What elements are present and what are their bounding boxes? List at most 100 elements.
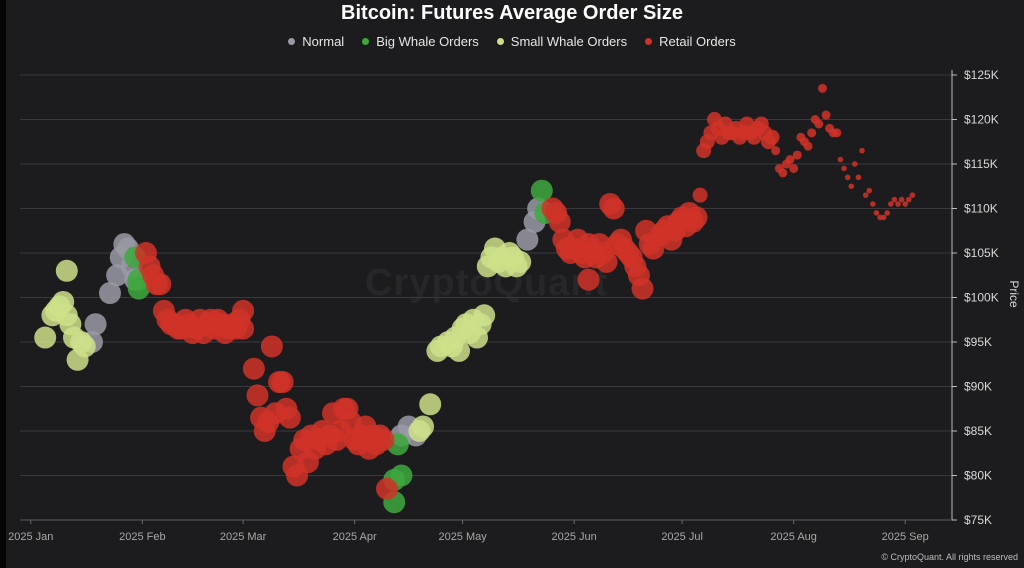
legend-label: Small Whale Orders: [510, 34, 628, 49]
y-tick-label: $75K: [964, 513, 992, 527]
point-retail-orders[interactable]: [873, 210, 880, 216]
point-small-whale-orders[interactable]: [41, 304, 64, 327]
y-tick-label: $115K: [964, 157, 998, 171]
point-retail-orders[interactable]: [895, 201, 901, 207]
x-tick-label: 2025 Jan: [8, 531, 53, 543]
point-retail-orders[interactable]: [692, 187, 708, 203]
point-retail-orders[interactable]: [242, 357, 265, 380]
point-small-whale-orders[interactable]: [412, 415, 435, 438]
point-retail-orders[interactable]: [685, 206, 708, 229]
point-retail-orders[interactable]: [909, 192, 916, 198]
point-retail-orders[interactable]: [246, 384, 269, 407]
grid-lines: [20, 74, 952, 521]
data-points: [34, 83, 916, 514]
point-retail-orders[interactable]: [376, 477, 399, 500]
x-tick-label: 2025 Jul: [661, 531, 703, 543]
point-retail-orders[interactable]: [844, 174, 851, 181]
point-retail-orders[interactable]: [232, 317, 255, 340]
point-retail-orders[interactable]: [862, 192, 869, 198]
point-small-whale-orders[interactable]: [73, 335, 96, 358]
legend-label: Retail Orders: [659, 34, 736, 49]
x-tick-label: 2025 Sep: [882, 531, 929, 543]
point-retail-orders[interactable]: [271, 371, 294, 394]
point-big-whale-orders[interactable]: [390, 464, 413, 487]
x-tick-label: 2025 May: [438, 531, 487, 543]
y-tick-label: $105K: [964, 246, 999, 260]
point-retail-orders[interactable]: [821, 110, 831, 120]
y-tick-label: $85K: [964, 424, 992, 438]
point-retail-orders[interactable]: [785, 155, 795, 165]
y-axis-label: Price: [1007, 280, 1021, 308]
point-retail-orders[interactable]: [778, 168, 788, 178]
point-retail-orders[interactable]: [866, 187, 873, 194]
point-normal[interactable]: [516, 228, 539, 251]
y-tick-label: $125K: [964, 68, 999, 82]
point-retail-orders[interactable]: [260, 335, 283, 358]
legend-dot-icon: [288, 38, 296, 45]
point-retail-orders[interactable]: [859, 147, 865, 154]
point-retail-orders[interactable]: [764, 129, 780, 145]
y-tick-label: $120K: [964, 113, 999, 127]
x-tick-label: 2025 Jun: [552, 531, 597, 543]
point-retail-orders[interactable]: [888, 201, 894, 207]
point-retail-orders[interactable]: [837, 156, 844, 163]
x-tick-label: 2025 Feb: [119, 531, 165, 543]
point-retail-orders[interactable]: [789, 163, 799, 173]
point-retail-orders[interactable]: [803, 141, 813, 151]
point-retail-orders[interactable]: [852, 161, 858, 167]
x-tick-label: 2025 Mar: [220, 531, 267, 543]
point-retail-orders[interactable]: [548, 210, 571, 233]
y-tick-label: $90K: [964, 380, 992, 394]
point-retail-orders[interactable]: [602, 197, 625, 220]
legend-label: Big Whale Orders: [376, 34, 479, 49]
point-retail-orders[interactable]: [870, 201, 876, 207]
legend-item-big-whale[interactable]: Big Whale Orders: [362, 34, 479, 49]
point-retail-orders[interactable]: [814, 119, 824, 129]
point-small-whale-orders[interactable]: [55, 259, 78, 282]
point-big-whale-orders[interactable]: [127, 277, 150, 300]
point-retail-orders[interactable]: [792, 150, 802, 160]
legend-dot-icon: [496, 38, 504, 45]
point-retail-orders[interactable]: [891, 196, 898, 203]
point-retail-orders[interactable]: [771, 146, 781, 156]
point-retail-orders[interactable]: [807, 128, 817, 138]
point-retail-orders[interactable]: [902, 201, 909, 207]
point-retail-orders[interactable]: [372, 428, 395, 451]
axes: $75K $80K $85K $90K $95K $100K $105K $110K $115K…: [8, 68, 999, 543]
left-edge-strip: [0, 0, 6, 568]
point-normal[interactable]: [98, 282, 121, 305]
legend-dot-icon: [362, 38, 370, 45]
point-retail-orders[interactable]: [898, 196, 905, 203]
point-retail-orders[interactable]: [577, 268, 600, 291]
point-retail-orders[interactable]: [848, 183, 855, 190]
point-retail-orders[interactable]: [631, 277, 654, 300]
x-tick-label: 2025 Aug: [770, 531, 817, 543]
point-retail-orders[interactable]: [232, 299, 255, 322]
point-small-whale-orders[interactable]: [448, 339, 471, 362]
point-small-whale-orders[interactable]: [419, 393, 442, 416]
legend-item-retail[interactable]: Retail Orders: [645, 34, 736, 49]
legend-item-small-whale[interactable]: Small Whale Orders: [496, 34, 628, 49]
point-small-whale-orders[interactable]: [473, 304, 496, 327]
point-normal[interactable]: [84, 313, 107, 336]
point-retail-orders[interactable]: [880, 214, 887, 221]
legend-label: Normal: [302, 34, 345, 49]
point-retail-orders[interactable]: [884, 210, 891, 216]
legend-dot-icon: [645, 38, 653, 45]
y-tick-label: $80K: [964, 469, 992, 483]
point-small-whale-orders[interactable]: [34, 326, 57, 349]
point-small-whale-orders[interactable]: [509, 250, 532, 273]
point-retail-orders[interactable]: [817, 83, 827, 93]
point-retail-orders[interactable]: [855, 174, 862, 181]
point-retail-orders[interactable]: [149, 273, 172, 296]
point-retail-orders[interactable]: [832, 128, 842, 138]
point-retail-orders[interactable]: [595, 250, 618, 273]
chart-legend: Normal Big Whale Orders Small Whale Orde…: [0, 34, 1024, 49]
legend-item-normal[interactable]: Normal: [288, 34, 344, 49]
point-retail-orders[interactable]: [841, 165, 847, 172]
point-big-whale-orders[interactable]: [530, 179, 553, 202]
point-retail-orders[interactable]: [906, 196, 912, 203]
point-retail-orders[interactable]: [278, 406, 301, 429]
copyright-notice: © CryptoQuant. All rights reserved: [881, 552, 1018, 562]
